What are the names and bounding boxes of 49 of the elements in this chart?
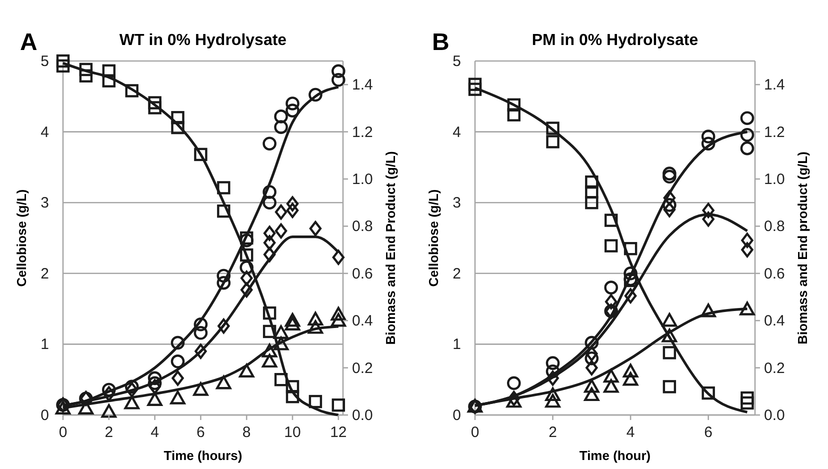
chart-title: WT in 0% Hydrolysate: [119, 32, 287, 49]
chart-title: PM in 0% Hydrolysate: [532, 32, 698, 49]
x-tick-label: 6: [704, 424, 713, 441]
y-axis-title: Cellobiose (g/L): [426, 189, 441, 287]
y-tick-label: 3: [40, 194, 49, 212]
y-tick-label: 2: [452, 265, 461, 282]
y2-tick-label: 0.4: [352, 312, 373, 330]
y2-tick-label: 1.4: [764, 76, 785, 94]
y2-tick-label: 1.2: [764, 124, 785, 141]
y-tick-label: 0: [40, 407, 49, 424]
y-tick-label: 0: [452, 407, 461, 424]
y2-tick-label: 0.0: [764, 407, 785, 424]
y2-axis-title: Biomass and End product (g/L): [795, 152, 810, 344]
y-tick-label: 4: [40, 124, 49, 141]
text: A: [20, 29, 38, 56]
y2-tick-label: 1.0: [352, 171, 373, 188]
text: B: [432, 29, 450, 56]
y2-tick-label: 0.6: [764, 265, 785, 282]
x-tick-label: 0: [470, 424, 480, 441]
x-axis-title: Time (hour): [579, 448, 651, 463]
x-tick-label: 2: [548, 424, 557, 441]
y2-tick-label: 0.4: [764, 312, 785, 330]
x-tick-label: 0: [58, 424, 68, 441]
y-axis-title: Cellobiose (g/L): [14, 189, 29, 287]
y-tick-label: 5: [452, 53, 461, 70]
y2-tick-label: 1.0: [764, 171, 785, 188]
y2-tick-label: 0.2: [352, 360, 373, 377]
y2-tick-label: 1.4: [352, 76, 373, 94]
y2-tick-label: 1.2: [352, 124, 373, 141]
y-tick-label: 5: [40, 53, 49, 70]
y-tick-label: 1: [40, 336, 49, 354]
x-tick-label: 12: [330, 424, 347, 441]
y-tick-label: 2: [40, 265, 49, 282]
y2-tick-label: 0.6: [352, 265, 373, 282]
y2-tick-label: 0.0: [352, 407, 373, 424]
y2-tick-label: 0.8: [764, 218, 785, 236]
x-tick-label: 6: [196, 424, 205, 441]
y-tick-label: 4: [452, 124, 461, 141]
y2-tick-label: 0.2: [764, 360, 785, 377]
x-axis-title: Time (hours): [164, 448, 242, 463]
x-tick-label: 2: [104, 424, 114, 441]
y2-axis-title: Biomass and End Product (g/L): [383, 151, 398, 345]
x-tick-label: 4: [150, 424, 159, 441]
y-tick-label: 3: [452, 194, 461, 212]
y-tick-label: 1: [452, 336, 461, 354]
x-tick-label: 8: [242, 424, 251, 441]
y2-tick-label: 0.8: [352, 218, 373, 236]
x-tick-label: 10: [284, 424, 301, 441]
x-tick-label: 4: [626, 424, 635, 441]
